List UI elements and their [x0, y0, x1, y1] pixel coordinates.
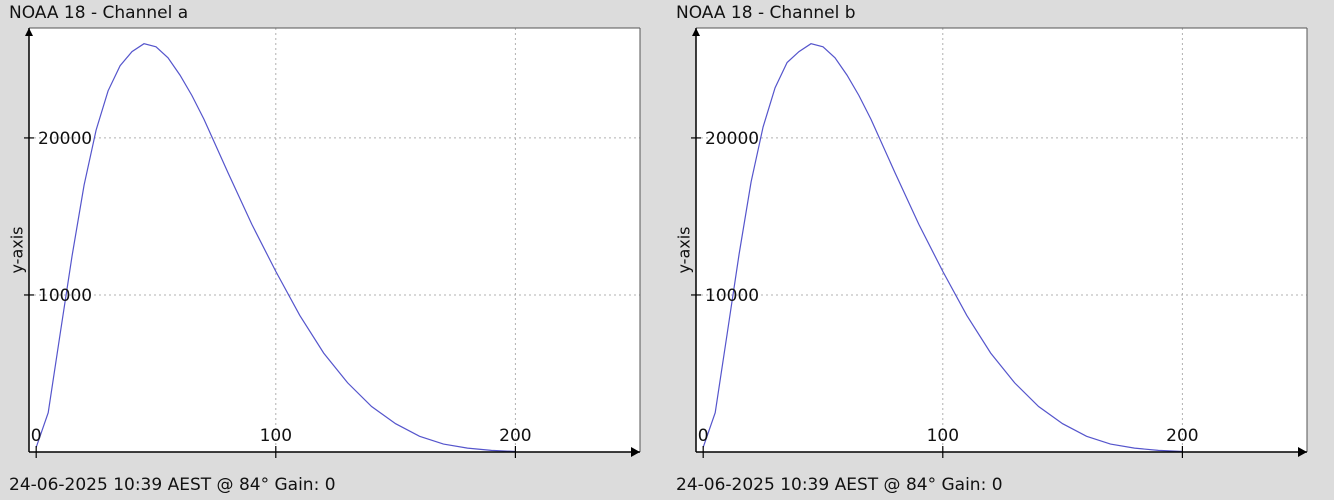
x-axis-arrow: [1298, 447, 1307, 457]
y-axis-arrow: [25, 28, 33, 36]
y-axis-label-box: y-axis: [672, 210, 696, 290]
x-axis-arrow: [631, 447, 640, 457]
x-tick-label: 0: [31, 426, 42, 446]
plot-area: 0 100 200 10000 20000: [24, 27, 641, 458]
x-tick-label: 100: [260, 426, 292, 446]
plot-background: [696, 28, 1307, 452]
y-axis-label: y-axis: [674, 226, 694, 274]
chart-panel-a: NOAA 18 - Channel a 0 100 200 10000 20000 y-…: [5, 3, 641, 495]
chart-footer: 24-06-2025 10:39 AEST @ 84° Gain: 0: [676, 475, 1003, 495]
y-tick-label: 20000: [705, 129, 759, 149]
x-tick-label: 100: [927, 426, 959, 446]
y-axis-arrow: [692, 28, 700, 36]
y-axis-label-box: y-axis: [5, 210, 29, 290]
data-series-line: [35, 43, 516, 453]
chart-title: NOAA 18 - Channel b: [676, 3, 856, 23]
chart-footer: 24-06-2025 10:39 AEST @ 84° Gain: 0: [9, 475, 336, 495]
chart-title: NOAA 18 - Channel a: [9, 3, 189, 23]
plot-background: [29, 28, 640, 452]
plot-area: 0 100 200 10000 20000: [691, 27, 1308, 458]
chart-panel-b: NOAA 18 - Channel b 0 100 200 10000 20000 y-…: [667, 0, 1334, 500]
y-tick-label: 10000: [705, 286, 759, 306]
data-series-line: [702, 43, 1183, 453]
y-tick-label: 20000: [38, 129, 92, 149]
y-tick-label: 10000: [38, 286, 92, 306]
x-tick-label: 0: [698, 426, 709, 446]
y-axis-label: y-axis: [7, 226, 27, 274]
x-tick-label: 200: [1166, 426, 1198, 446]
x-tick-label: 200: [499, 426, 531, 446]
